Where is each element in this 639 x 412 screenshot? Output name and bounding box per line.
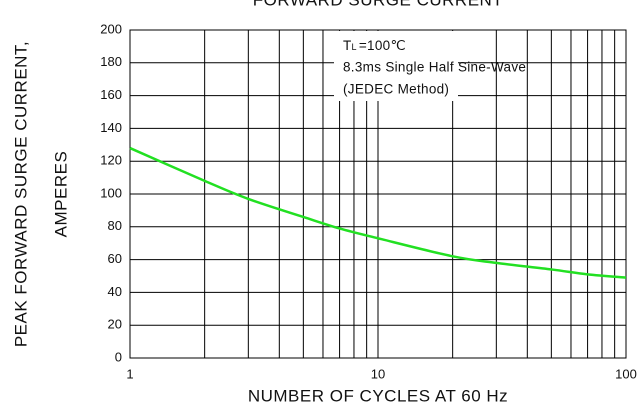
y-tick-label: 60 (108, 251, 122, 266)
y-axis-label: PEAK FORWARD SURGE CURRENT, (11, 41, 30, 347)
x-tick-label: 10 (371, 366, 385, 381)
y-tick-label: 80 (108, 218, 122, 233)
y-tick-label: 140 (100, 120, 122, 135)
y-tick-label: 200 (100, 21, 122, 36)
annotation-subscript: L (352, 42, 357, 52)
y-tick-label: 100 (100, 185, 122, 200)
x-axis-label: NUMBER OF CYCLES AT 60 Hz (248, 386, 508, 405)
y-tick-label: 20 (108, 317, 122, 332)
y-tick-label: 160 (100, 87, 122, 102)
annotation-box (334, 31, 458, 101)
annotation-symbol: T (343, 38, 352, 53)
y-tick-label: 40 (108, 284, 122, 299)
y-tick-label: 120 (100, 153, 122, 168)
y-tick-label: 180 (100, 54, 122, 69)
chart-title: FORWARD SURGE CURRENT (253, 0, 503, 9)
annotation: (JEDEC Method) (343, 82, 449, 97)
x-tick-label: 100 (615, 366, 637, 381)
annotation-condition: =100℃ (359, 38, 406, 53)
plot-frame (129, 29, 627, 359)
x-tick-label: 1 (126, 366, 133, 381)
y-axis-label: AMPERES (51, 151, 70, 238)
annotation: TL =100℃ (343, 38, 406, 53)
annotation: 8.3ms Single Half Sine-Wave (343, 60, 526, 75)
curve (129, 146, 627, 279)
y-tick-label: 0 (115, 349, 122, 364)
